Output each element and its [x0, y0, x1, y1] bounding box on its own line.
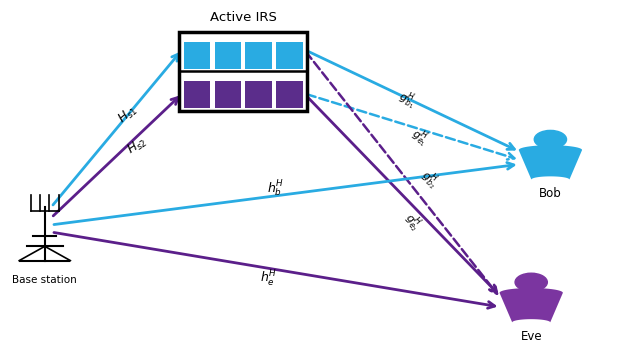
- Text: $g_{b_1}^H$: $g_{b_1}^H$: [395, 87, 418, 113]
- Text: $g_{e_1}^H$: $g_{e_1}^H$: [407, 124, 431, 151]
- Bar: [246, 42, 272, 69]
- Bar: [179, 32, 307, 111]
- Bar: [184, 81, 210, 108]
- Text: Base station: Base station: [12, 275, 77, 285]
- Text: $h_b^H$: $h_b^H$: [267, 179, 284, 199]
- Bar: [246, 81, 272, 108]
- Text: $g_{e_2}^H$: $g_{e_2}^H$: [399, 208, 426, 235]
- Bar: [214, 81, 241, 108]
- Text: Active IRS: Active IRS: [210, 11, 276, 24]
- Circle shape: [515, 273, 547, 291]
- Text: Bob: Bob: [539, 187, 562, 200]
- PathPatch shape: [519, 145, 582, 180]
- Text: Eve: Eve: [520, 330, 542, 343]
- Bar: [276, 42, 303, 69]
- Bar: [184, 42, 210, 69]
- Circle shape: [534, 130, 566, 149]
- Bar: [214, 42, 241, 69]
- Bar: [276, 81, 303, 108]
- Text: $H_{s1}$: $H_{s1}$: [115, 102, 141, 127]
- Text: $H_{s2}$: $H_{s2}$: [125, 134, 150, 159]
- Text: $g_{b_2}^H$: $g_{b_2}^H$: [416, 165, 442, 192]
- PathPatch shape: [499, 288, 563, 322]
- Text: $h_e^H$: $h_e^H$: [260, 268, 277, 288]
